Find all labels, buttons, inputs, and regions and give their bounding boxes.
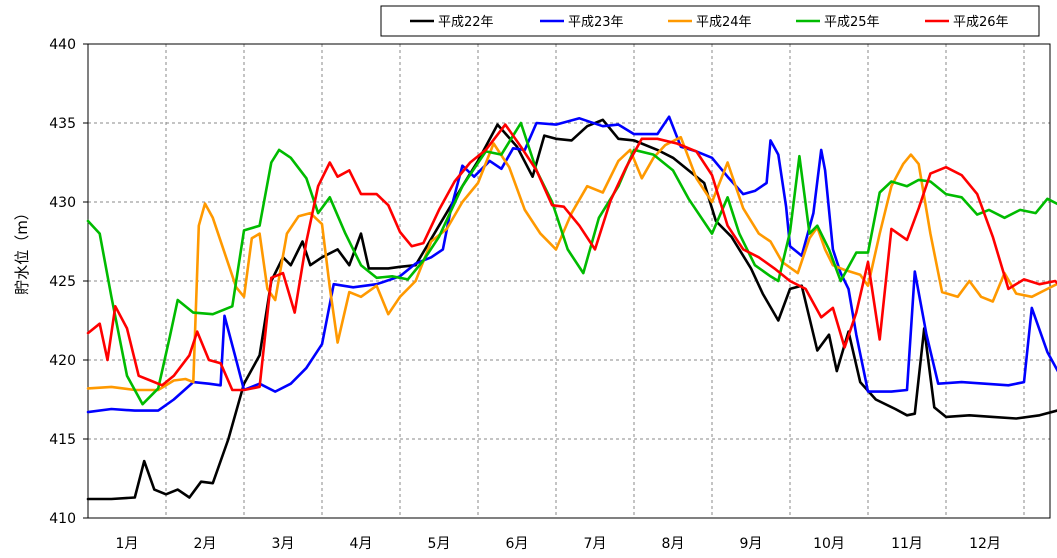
- legend: 平成22年 平成23年 平成24年 平成25年 平成26年: [380, 5, 1040, 37]
- x-tick-label: 8月: [662, 536, 685, 552]
- legend-label: 平成26年: [953, 15, 1009, 30]
- x-tick-label: 5月: [428, 536, 451, 552]
- y-tick-label: 410: [49, 511, 76, 527]
- x-tick-label: 6月: [506, 536, 529, 552]
- x-tick-label: 7月: [584, 536, 607, 552]
- gridlines: [88, 44, 1050, 518]
- x-tick-label: 9月: [740, 536, 763, 552]
- y-tick-label: 435: [49, 116, 76, 132]
- y-axis-ticks: 410 415 420 425 430 435 440: [49, 37, 88, 527]
- y-tick-label: 425: [49, 274, 76, 290]
- series-line: [86, 121, 1057, 406]
- series-lines: [86, 115, 1057, 501]
- x-tick-label: 4月: [350, 536, 373, 552]
- series-line: [86, 115, 1057, 414]
- legend-label: 平成23年: [568, 15, 624, 30]
- series-line: [86, 123, 1057, 392]
- y-tick-label: 430: [49, 195, 76, 211]
- series-line: [86, 118, 1057, 501]
- legend-label: 平成22年: [438, 15, 494, 30]
- x-tick-label: 10月: [813, 536, 845, 552]
- x-axis-ticks: 1月 2月 3月 4月 5月 6月 7月 8月 9月 10月 11月 12月: [116, 536, 1001, 552]
- x-tick-label: 11月: [891, 536, 923, 552]
- x-tick-label: 1月: [116, 536, 139, 552]
- y-axis-label: 貯水位（m）: [13, 205, 31, 295]
- x-tick-label: 3月: [272, 536, 295, 552]
- series-line: [86, 135, 1057, 392]
- y-tick-label: 440: [49, 37, 76, 53]
- legend-label: 平成24年: [696, 15, 752, 30]
- legend-label: 平成25年: [824, 15, 880, 30]
- x-tick-label: 12月: [969, 536, 1001, 552]
- y-tick-label: 420: [49, 353, 76, 369]
- x-tick-label: 2月: [194, 536, 217, 552]
- y-tick-label: 415: [49, 432, 76, 448]
